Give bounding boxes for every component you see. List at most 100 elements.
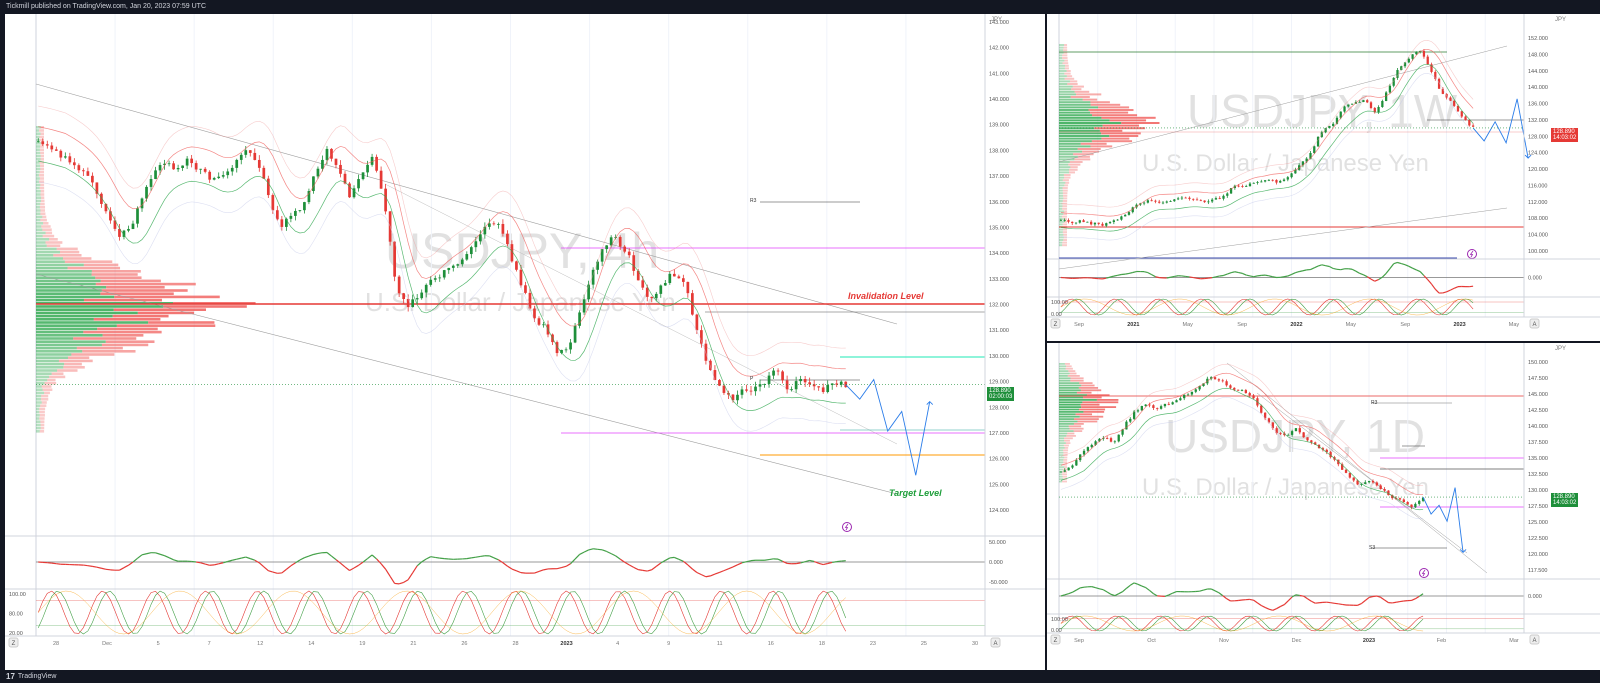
candle-body bbox=[1263, 180, 1267, 182]
momentum-oscillator-segment bbox=[669, 556, 675, 559]
volume-profile-bar bbox=[1101, 132, 1141, 135]
candle-body bbox=[781, 371, 784, 381]
volume-profile-bar bbox=[36, 148, 40, 151]
volume-profile-bar bbox=[76, 346, 123, 350]
momentum-oscillator-segment bbox=[295, 559, 301, 564]
volume-profile-bar bbox=[1064, 184, 1069, 187]
momentum-oscillator-segment bbox=[651, 565, 657, 571]
momentum-oscillator-segment bbox=[823, 562, 828, 566]
candle-body bbox=[95, 182, 99, 194]
volume-profile-bar bbox=[51, 372, 64, 375]
candle-body bbox=[266, 178, 270, 196]
volume-profile-bar bbox=[40, 145, 45, 148]
volume-profile-bar bbox=[42, 388, 53, 391]
volume-profile-bar bbox=[1059, 135, 1110, 137]
volume-profile-bar bbox=[1077, 155, 1090, 158]
volume-profile-bar bbox=[1059, 57, 1063, 59]
volume-profile-bar bbox=[1059, 233, 1064, 236]
chart-canvas-4h[interactable]: 50.000 0.000 -50.000 100.00 80.00 20.00 143.0… bbox=[5, 14, 1045, 670]
z-button[interactable] bbox=[1050, 318, 1061, 329]
volume-profile-bar bbox=[1059, 236, 1064, 239]
volume-profile-bar bbox=[1101, 116, 1156, 119]
chart-panel-1w[interactable]: USDJPY, 1W U.S. Dollar / Japanese Yen 0.… bbox=[1047, 14, 1600, 341]
candle-body bbox=[411, 299, 415, 308]
volume-profile-bar bbox=[1061, 473, 1068, 476]
candle-body bbox=[564, 349, 568, 351]
candle-body bbox=[488, 223, 491, 227]
momentum-oscillator-segment bbox=[254, 559, 260, 564]
candle-body bbox=[1256, 182, 1259, 183]
momentum-oscillator-segment bbox=[642, 569, 648, 572]
momentum-oscillator-segment bbox=[51, 562, 57, 565]
candle-body bbox=[375, 156, 378, 171]
volume-profile-bar bbox=[1059, 480, 1062, 483]
candle-body bbox=[1190, 391, 1194, 395]
candle-body bbox=[235, 159, 239, 168]
momentum-oscillator-segment bbox=[1218, 592, 1224, 597]
y-tick-label: 104.000 bbox=[1528, 233, 1548, 239]
candle-body bbox=[1163, 403, 1167, 407]
candle-body bbox=[280, 219, 284, 227]
candle-body bbox=[1202, 383, 1205, 387]
chart-canvas-1w[interactable]: 0.000 100.00 0.00 152.000 148.000 144.000 140.… bbox=[1047, 14, 1600, 341]
volume-profile-bar bbox=[36, 126, 41, 129]
lightning-bolt bbox=[1421, 569, 1426, 577]
candle-body bbox=[1352, 477, 1355, 481]
momentum-oscillator-segment bbox=[1302, 269, 1307, 272]
candle-body bbox=[537, 318, 541, 325]
candle-body bbox=[1358, 101, 1361, 103]
candle-body bbox=[510, 244, 514, 262]
chart-panel-1d[interactable]: USDJPY, 1D U.S. Dollar / Japanese Yen 0.… bbox=[1047, 343, 1600, 670]
y-tick-label: 127.000 bbox=[989, 431, 1009, 437]
volume-profile-bar bbox=[1059, 122, 1122, 124]
r3-label: R3 bbox=[750, 198, 757, 204]
momentum-oscillator-segment bbox=[1397, 261, 1402, 265]
candle-body bbox=[1109, 438, 1113, 442]
momentum-oscillator-segment bbox=[1361, 600, 1366, 605]
resistance-band-line bbox=[1060, 48, 1474, 217]
volume-profile-bar bbox=[39, 177, 45, 180]
volume-profile-bar bbox=[1059, 425, 1069, 428]
z-button[interactable] bbox=[1050, 634, 1061, 645]
volume-profile-bar bbox=[40, 398, 49, 401]
chart-panel-4h[interactable]: USDJPY, 4h U.S. Dollar / Japanese Yen 50… bbox=[5, 14, 1045, 670]
candle-body bbox=[1125, 421, 1128, 430]
momentum-oscillator-segment bbox=[214, 563, 219, 566]
candle-body bbox=[36, 141, 40, 143]
volume-profile-bar bbox=[36, 196, 42, 199]
momentum-oscillator-segment bbox=[471, 556, 476, 559]
candle-body bbox=[821, 387, 825, 392]
auto-scale-button[interactable] bbox=[990, 637, 1001, 648]
volume-profile-bar bbox=[41, 225, 51, 228]
candle-body bbox=[312, 176, 315, 192]
lightning-bolt bbox=[844, 523, 849, 531]
momentum-oscillator-segment bbox=[1272, 608, 1277, 611]
volume-profile-bar bbox=[43, 222, 49, 225]
candle-body bbox=[154, 170, 157, 180]
z-button[interactable] bbox=[8, 637, 19, 648]
y-tick-label: 132.000 bbox=[989, 303, 1009, 309]
volume-profile-bar bbox=[1059, 389, 1081, 392]
candle-body bbox=[348, 183, 351, 198]
volume-profile-bar bbox=[100, 279, 161, 283]
volume-profile-bar bbox=[36, 327, 98, 331]
auto-scale-button[interactable] bbox=[1529, 318, 1540, 329]
candle-body bbox=[1460, 111, 1463, 117]
volume-profile-bar bbox=[36, 426, 41, 430]
auto-scale-button[interactable] bbox=[1529, 634, 1540, 645]
candle-body bbox=[460, 259, 464, 265]
candle-body bbox=[749, 390, 753, 392]
candle-body bbox=[1222, 195, 1225, 199]
momentum-oscillator-segment bbox=[1099, 588, 1104, 591]
volume-profile-bar bbox=[63, 366, 85, 369]
chart-canvas-1d[interactable]: 0.000 100.00 0.00 150.000 147.500 145.000 142.… bbox=[1047, 343, 1600, 670]
candle-body bbox=[271, 195, 275, 211]
candle-body bbox=[663, 283, 667, 286]
candle-body bbox=[1422, 50, 1426, 57]
y-tick-label: 134.000 bbox=[989, 251, 1009, 257]
momentum-oscillator-segment bbox=[308, 553, 314, 557]
volume-profile-bar bbox=[1064, 176, 1071, 179]
oscillator-tick-label: 0.000 bbox=[1528, 594, 1542, 600]
volume-profile-bar bbox=[93, 318, 161, 321]
volume-profile-bar bbox=[36, 129, 40, 132]
